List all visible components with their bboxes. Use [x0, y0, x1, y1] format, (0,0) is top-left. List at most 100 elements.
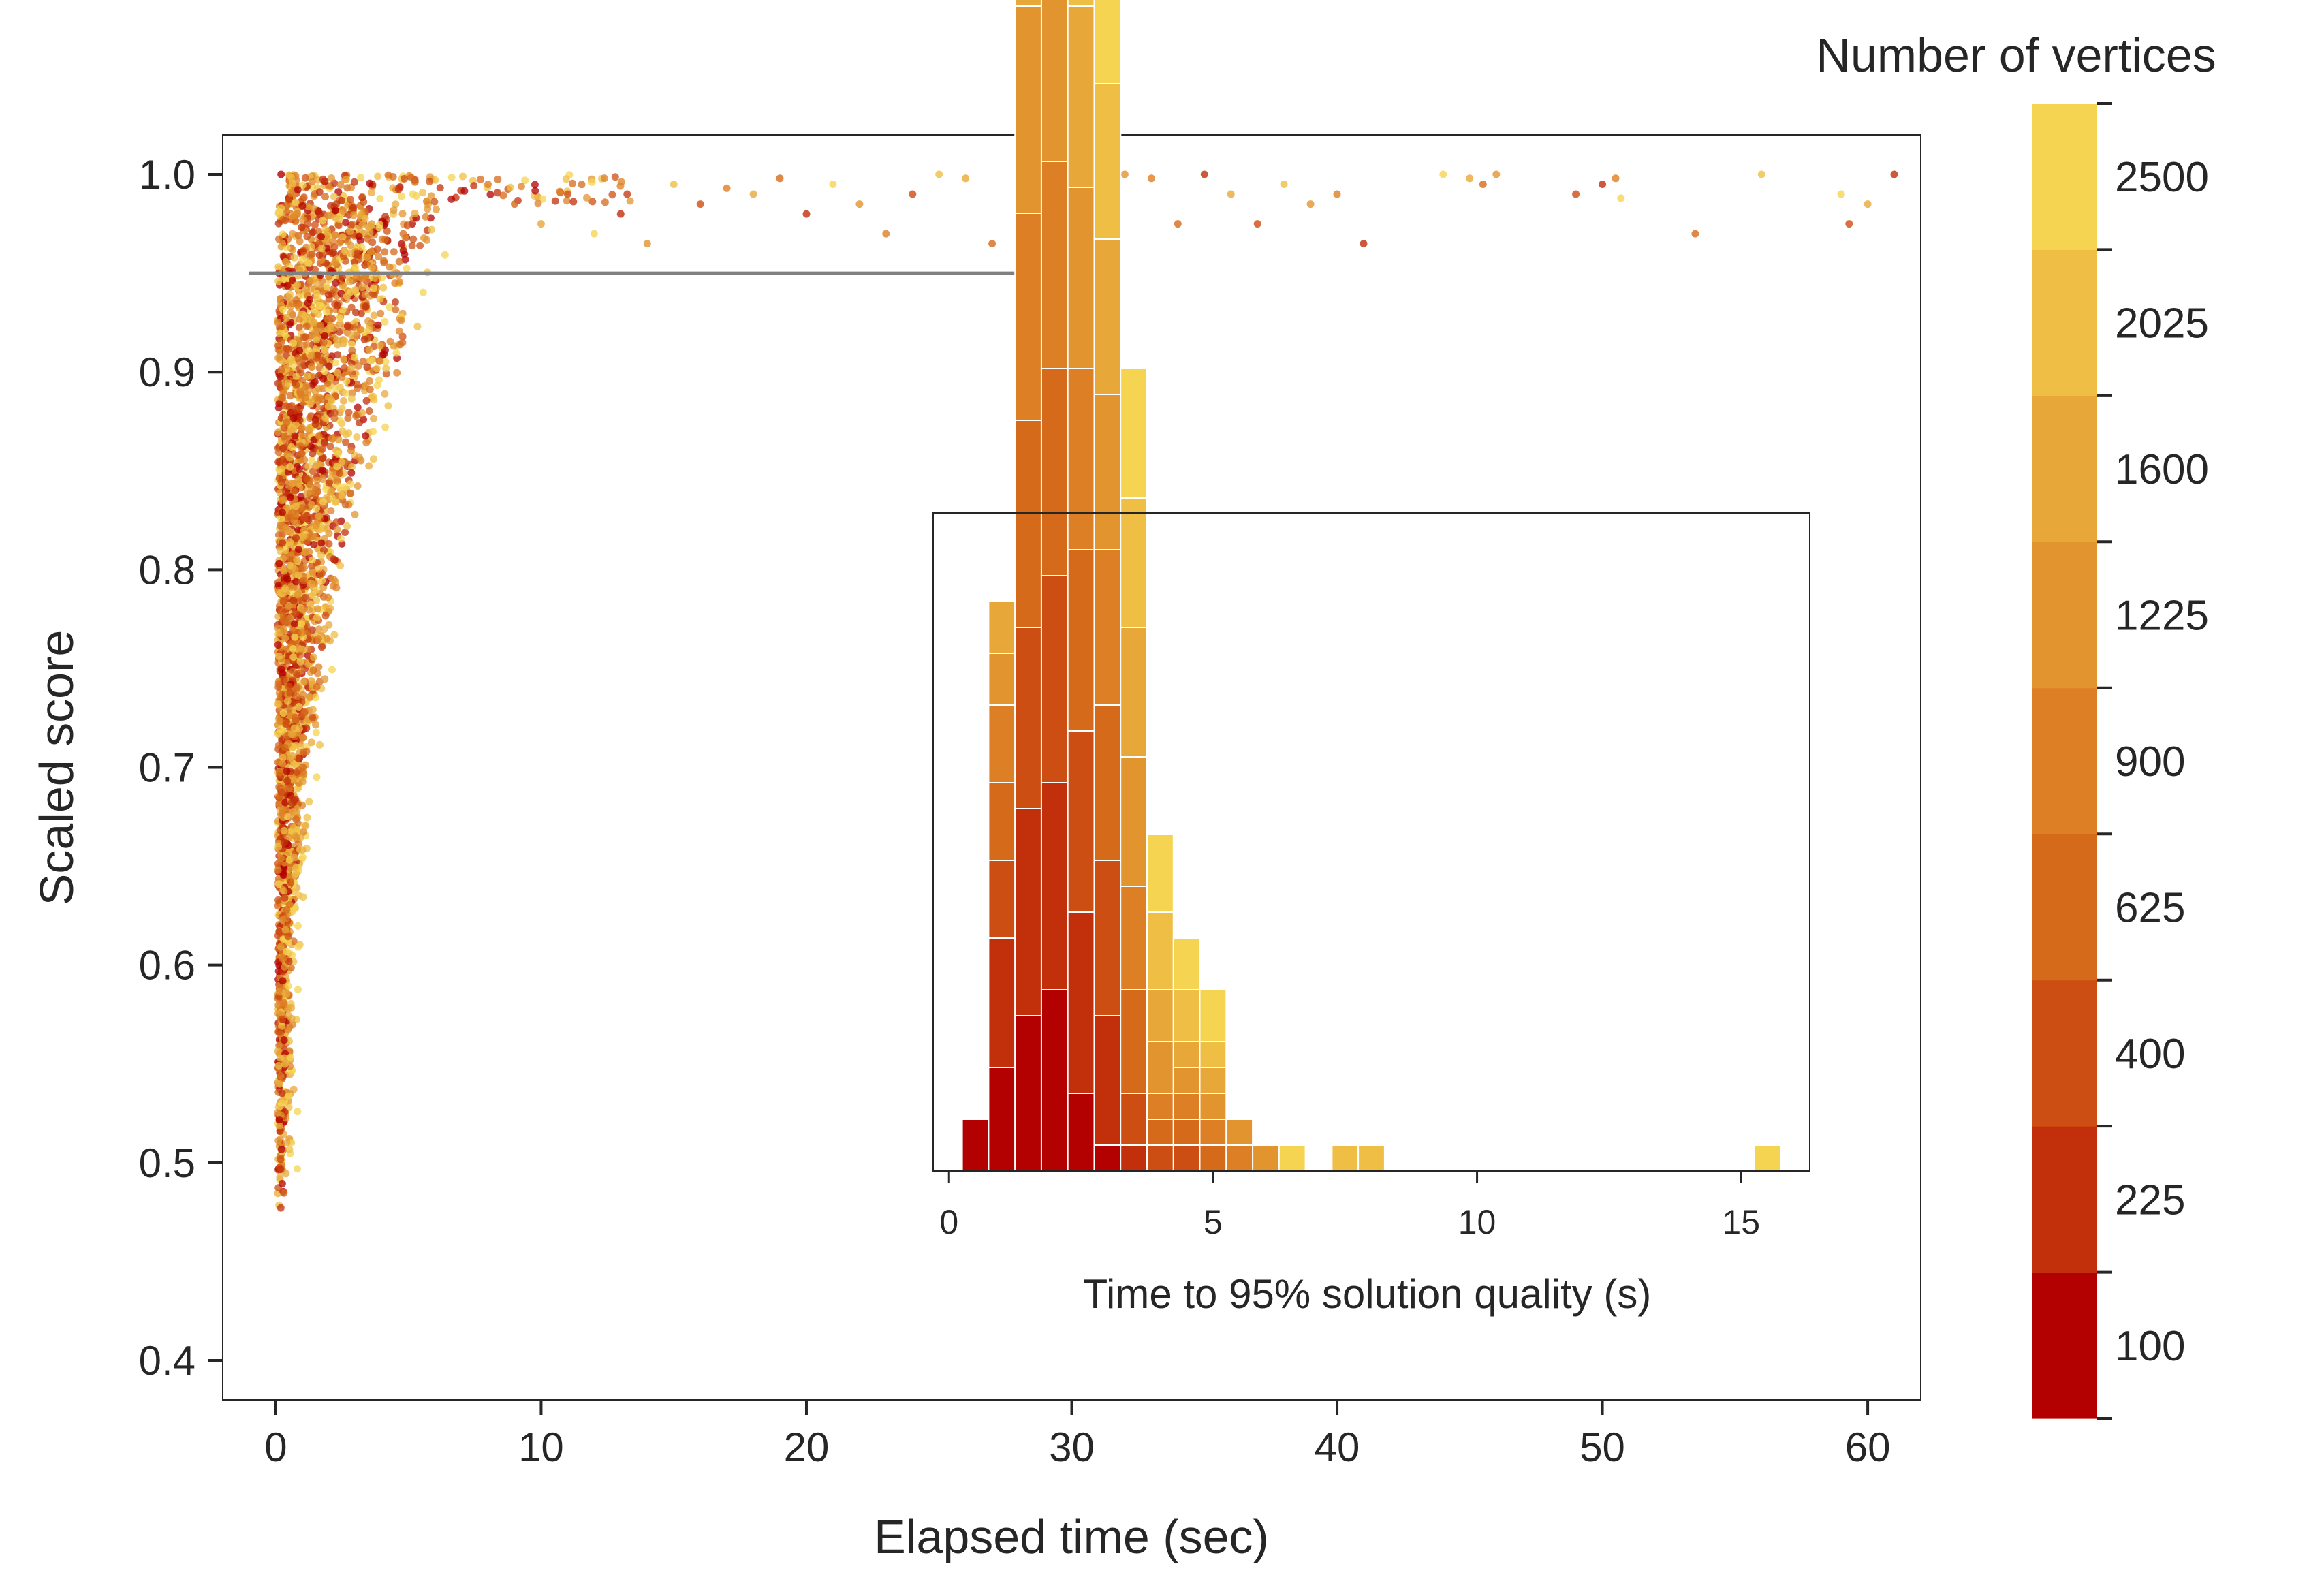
scatter-point	[308, 501, 316, 509]
scatter-point	[274, 1136, 283, 1144]
main-y-tick-label: 0.9	[139, 349, 195, 395]
scatter-point	[306, 277, 314, 285]
scatter-point	[1691, 230, 1699, 238]
scatter-point	[395, 257, 403, 266]
scatter-point	[339, 427, 347, 435]
scatter-point	[313, 683, 321, 691]
histogram-bar-segment	[988, 601, 1016, 654]
scatter-point	[357, 174, 365, 182]
histogram-bar-segment	[1040, 368, 1069, 576]
scatter-point	[521, 176, 529, 185]
scatter-point	[493, 189, 501, 197]
scatter-point	[331, 359, 339, 367]
scatter-point	[370, 396, 378, 404]
histogram-bar-segment	[1172, 1119, 1201, 1146]
scatter-point	[319, 217, 327, 225]
scatter-point	[319, 498, 327, 506]
scatter-point	[306, 693, 314, 701]
scatter-point	[351, 263, 360, 271]
scatter-point	[282, 1170, 290, 1178]
scatter-point	[409, 235, 418, 243]
scatter-point	[274, 896, 282, 904]
scatter-point	[279, 670, 287, 678]
scatter-point	[381, 390, 389, 398]
scatter-point	[1174, 220, 1182, 228]
scatter-point	[286, 689, 294, 697]
colorbar-segment	[2032, 395, 2097, 542]
scatter-point	[343, 322, 351, 330]
scatter-point	[278, 497, 286, 505]
scatter-point	[347, 303, 356, 311]
scatter-point	[274, 1047, 282, 1055]
scatter-point	[380, 350, 388, 358]
colorbar-segment	[2032, 249, 2097, 396]
scatter-point	[349, 211, 358, 219]
scatter-point	[281, 217, 289, 225]
scatter-point	[330, 631, 339, 639]
scatter-point	[287, 1014, 296, 1023]
scatter-point	[347, 241, 354, 249]
scatter-point	[363, 363, 371, 371]
scatter-point	[312, 728, 320, 736]
scatter-point	[330, 285, 338, 293]
scatter-point	[346, 196, 354, 204]
scatter-point	[332, 518, 341, 527]
scatter-point	[289, 1020, 297, 1029]
scatter-point	[441, 251, 449, 259]
scatter-point	[321, 438, 328, 446]
scatter-point	[962, 174, 970, 183]
scatter-point	[279, 305, 287, 313]
scatter-point	[376, 341, 384, 349]
histogram-bar-segment	[1199, 989, 1227, 1042]
colorbar-segment	[2032, 687, 2097, 834]
scatter-point	[285, 683, 293, 691]
scatter-point	[379, 283, 388, 292]
scatter-point	[278, 394, 286, 402]
scatter-point	[556, 187, 564, 196]
scatter-point	[315, 625, 323, 634]
scatter-point	[299, 893, 307, 901]
scatter-point	[484, 181, 492, 188]
scatter-point	[278, 338, 285, 346]
scatter-point	[283, 697, 292, 705]
scatter-point	[305, 424, 313, 432]
scatter-point	[279, 955, 287, 963]
inset-plot-frame	[932, 512, 1810, 1172]
main-y-tick-label: 0.4	[139, 1338, 195, 1384]
scatter-point	[296, 651, 304, 659]
scatter-point	[289, 213, 298, 221]
scatter-point	[300, 828, 307, 836]
scatter-point	[447, 195, 456, 203]
scatter-point	[338, 196, 346, 204]
scatter-point	[298, 629, 307, 637]
scatter-point	[1466, 174, 1474, 183]
scatter-point	[399, 247, 407, 255]
scatter-point	[294, 571, 302, 579]
scatter-point	[274, 866, 282, 874]
scatter-point	[374, 321, 382, 329]
scatter-point	[277, 1155, 285, 1164]
scatter-point	[391, 298, 399, 306]
scatter-point	[289, 245, 297, 253]
scatter-point	[292, 502, 300, 510]
scatter-point	[324, 593, 332, 602]
scatter-point	[319, 375, 327, 383]
scatter-point	[279, 612, 287, 620]
colorbar-level-label: 900	[2115, 738, 2185, 785]
scatter-point	[283, 767, 291, 775]
scatter-point	[338, 373, 346, 381]
scatter-point	[616, 210, 625, 218]
histogram-bar-segment	[1014, 627, 1042, 809]
scatter-point	[776, 174, 784, 183]
scatter-point	[295, 703, 303, 711]
scatter-point	[294, 986, 302, 994]
scatter-point	[334, 351, 342, 359]
scatter-point	[355, 453, 363, 461]
scatter-point	[279, 760, 287, 768]
scatter-point	[298, 223, 306, 232]
scatter-point	[601, 198, 609, 206]
scatter-point	[309, 666, 317, 674]
scatter-point	[290, 796, 298, 805]
scatter-point	[588, 198, 597, 206]
scatter-point	[365, 223, 373, 232]
